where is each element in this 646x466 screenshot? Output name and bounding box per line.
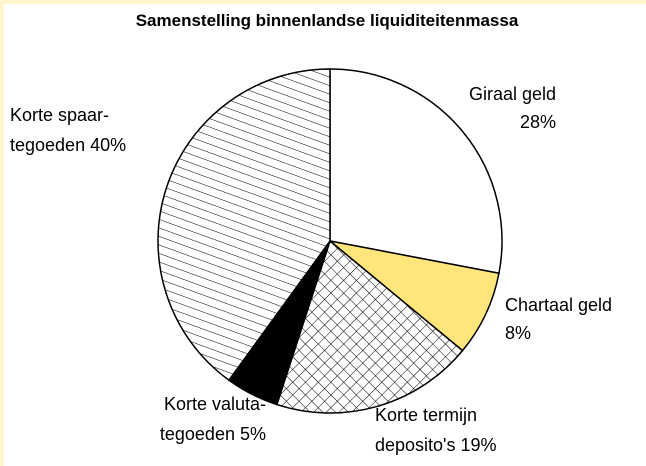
- pie-slice: [157, 68, 331, 382]
- chart-title: Samenstelling binnenlandse liquiditeiten…: [136, 11, 519, 30]
- pie-slice: [275, 239, 464, 414]
- value-label: 28%: [520, 112, 556, 132]
- category-label: Korte spaar-tegoeden: [10, 105, 109, 155]
- slice-label: Korte spaar-tegoeden 40%: [10, 105, 126, 155]
- left-strip: [0, 0, 4, 466]
- category-label: Giraal geld: [469, 84, 556, 104]
- value-label: 19%: [456, 435, 497, 455]
- category-line: Korte valuta-: [164, 394, 266, 414]
- value-label: 40%: [85, 135, 126, 155]
- category-line: Chartaal geld: [505, 295, 612, 315]
- category-line: Korte termijn: [375, 405, 477, 425]
- category-label: Korte termijn deposito's: [375, 405, 477, 455]
- category-line: tegoeden: [160, 424, 235, 444]
- pie-slice: [329, 68, 503, 275]
- category-line: Giraal geld: [469, 84, 556, 104]
- slice-label: Korte termijn deposito's 19%: [375, 405, 497, 455]
- category-label: Chartaal geld: [505, 295, 612, 315]
- value-label: 5%: [235, 424, 266, 444]
- category-label: Korte valuta-tegoeden: [160, 394, 266, 444]
- slice-label: Korte valuta-tegoeden 5%: [160, 394, 266, 444]
- top-strip: [0, 0, 646, 4]
- category-line: Korte spaar-: [10, 105, 109, 125]
- slice-label: Giraal geld 28%: [469, 84, 556, 132]
- category-line: deposito's: [375, 435, 456, 455]
- slice-label: Chartaal geld 8%: [505, 295, 612, 343]
- category-line: tegoeden: [10, 135, 85, 155]
- value-label: 8%: [505, 323, 531, 343]
